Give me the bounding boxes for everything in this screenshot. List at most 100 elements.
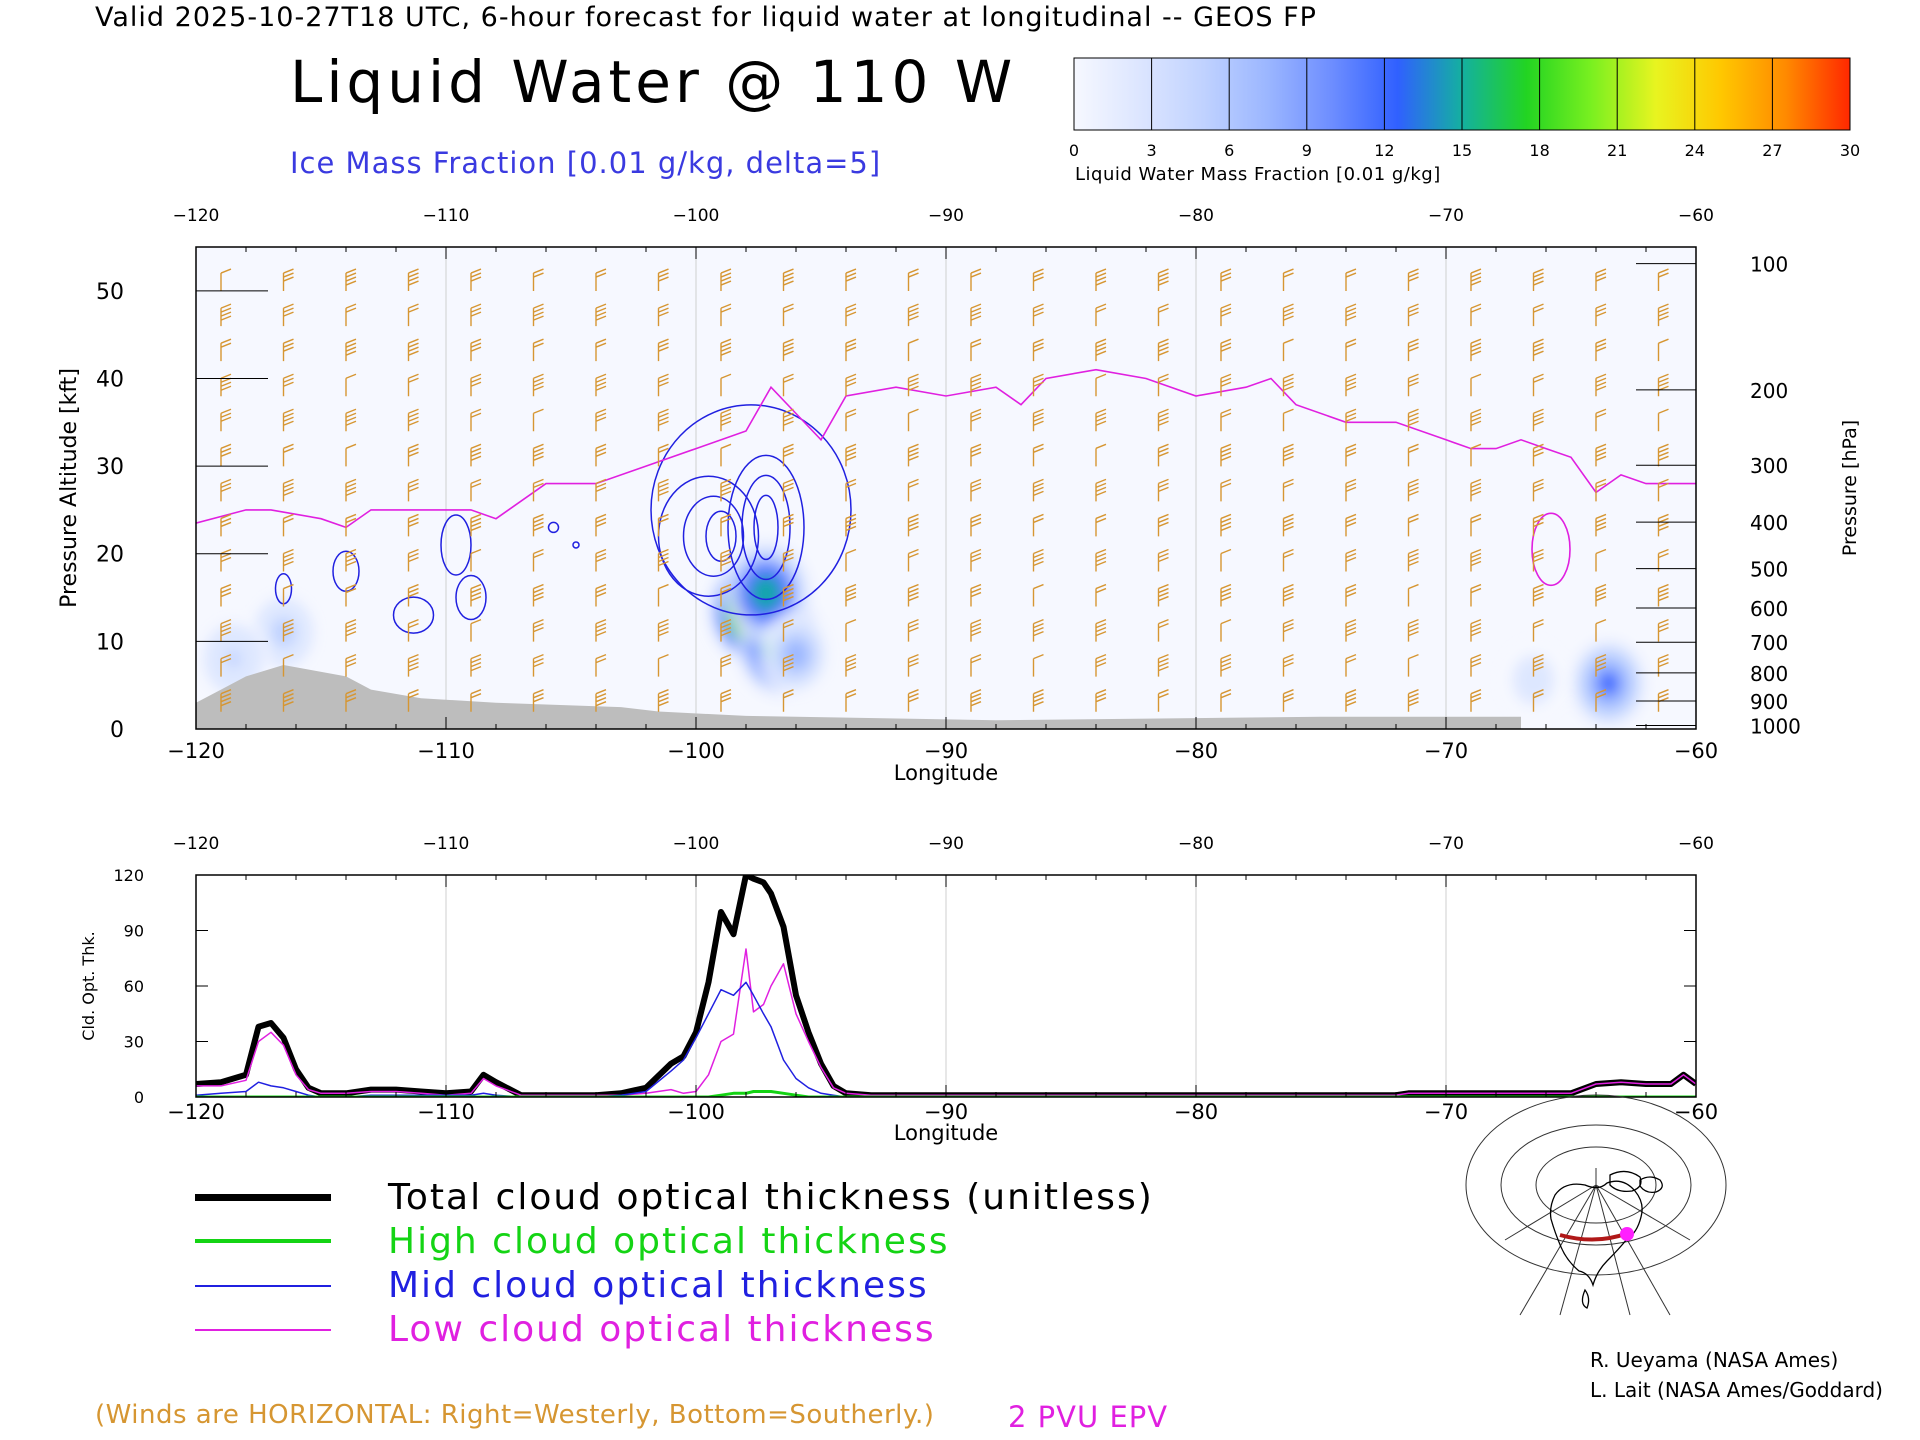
wind-barb	[1407, 408, 1419, 432]
wind-barb	[782, 408, 794, 432]
wind-barb	[1032, 583, 1044, 607]
wind-barb	[1282, 689, 1294, 712]
x-tick-label: −60	[1674, 1100, 1718, 1124]
wind-barb	[1657, 654, 1669, 677]
wind-barb	[345, 478, 357, 502]
wind-barb	[595, 408, 607, 432]
wind-barb	[1157, 338, 1169, 362]
wind-barb	[1532, 338, 1544, 362]
wind-barb	[1407, 478, 1419, 502]
wind-barb	[1282, 478, 1294, 502]
y-tick-label: 60	[124, 977, 144, 996]
wind-barb	[1282, 443, 1294, 467]
wind-barb	[782, 618, 794, 642]
wind-barb	[532, 618, 544, 642]
wind-barb	[1345, 408, 1357, 432]
wind-barb	[657, 548, 669, 572]
wind-barb	[345, 373, 357, 397]
wind-barb	[1220, 373, 1232, 397]
wind-barb	[1657, 338, 1669, 362]
pressure-axis-label: Pressure [hPa]	[1839, 420, 1861, 556]
colorbar-tick-label: 3	[1147, 141, 1157, 160]
wind-barb	[845, 583, 857, 607]
wind-barb	[470, 583, 482, 607]
wind-barb	[282, 443, 294, 467]
wind-barb	[907, 513, 919, 537]
wind-barb	[1157, 689, 1169, 712]
wind-barb	[595, 373, 607, 397]
wind-barb	[1532, 373, 1544, 397]
wind-barb	[720, 303, 732, 327]
wind-barb	[1282, 618, 1294, 642]
y-tick-label: 90	[124, 922, 144, 941]
wind-barb	[657, 443, 669, 467]
locator-marker	[1620, 1227, 1634, 1241]
wind-barb	[1470, 654, 1482, 677]
wind-barb	[1595, 513, 1607, 537]
wind-barb	[595, 689, 607, 712]
wind-barb	[1470, 408, 1482, 432]
wind-barb	[907, 303, 919, 327]
wind-barb	[1282, 583, 1294, 607]
legend-label-total: Total cloud optical thickness (unitless)	[388, 1177, 1154, 1218]
wind-barb	[1032, 478, 1044, 502]
x-tick-label: −70	[1424, 739, 1468, 763]
wind-barb	[1282, 513, 1294, 537]
credit-line-2: L. Lait (NASA Ames/Goddard)	[1590, 1378, 1883, 1402]
wind-barb	[595, 303, 607, 327]
wind-barb	[1532, 618, 1544, 642]
wind-barb	[1032, 654, 1044, 677]
wind-barb	[470, 443, 482, 467]
wind-barb	[1407, 373, 1419, 397]
wind-barb	[782, 654, 794, 677]
legend-swatch-mid	[195, 1285, 331, 1287]
wind-barb	[1470, 513, 1482, 537]
wind-barb	[1532, 408, 1544, 432]
wind-barb	[1595, 689, 1607, 712]
top-x-tick-label: −60	[1678, 834, 1714, 854]
wind-barb	[1220, 513, 1232, 537]
x-tick-label: −60	[1674, 739, 1718, 763]
wind-barb	[845, 548, 857, 572]
wind-barb	[1595, 338, 1607, 362]
epv-label: 2 PVU EPV	[1008, 1400, 1169, 1434]
colorbar-label: Liquid Water Mass Fraction [0.01 g/kg]	[1075, 164, 1441, 185]
wind-barb	[907, 373, 919, 397]
wind-barb	[220, 373, 232, 397]
series-line-high	[196, 1090, 1696, 1097]
wind-barb	[1095, 268, 1107, 292]
wind-barb	[1657, 513, 1669, 537]
wind-barb	[220, 654, 232, 677]
wind-barb	[1157, 303, 1169, 327]
wind-barb	[845, 618, 857, 642]
wind-barb	[407, 373, 419, 397]
wind-barb	[595, 548, 607, 572]
wind-barb	[1157, 443, 1169, 467]
wind-barb	[970, 654, 982, 677]
wind-barb	[595, 583, 607, 607]
wind-barb	[907, 618, 919, 642]
colorbar-tick-label: 30	[1840, 141, 1860, 160]
epv-closed-contour	[1531, 512, 1571, 587]
wind-barb	[1407, 689, 1419, 712]
wind-barb	[407, 513, 419, 537]
wind-barb	[407, 548, 419, 572]
wind-barb	[1095, 513, 1107, 537]
y-axis-label: Cld. Opt. Thk.	[79, 931, 98, 1040]
forecast-valid-line: Valid 2025-10-27T18 UTC, 6-hour forecast…	[95, 2, 1317, 33]
wind-barb	[782, 478, 794, 502]
wind-barb	[595, 443, 607, 467]
wind-barb	[1532, 654, 1544, 677]
wind-barb	[345, 654, 357, 677]
wind-barb	[657, 373, 669, 397]
wind-barb	[282, 478, 294, 502]
y-tick-label: 20	[96, 543, 124, 568]
wind-barb	[907, 478, 919, 502]
wind-barb	[1095, 443, 1107, 467]
y-tick-label: 0	[134, 1088, 144, 1107]
wind-barb	[282, 583, 294, 607]
wind-barb	[407, 583, 419, 607]
wind-barb	[407, 478, 419, 502]
wind-barb	[907, 548, 919, 572]
wind-barb	[595, 654, 607, 677]
